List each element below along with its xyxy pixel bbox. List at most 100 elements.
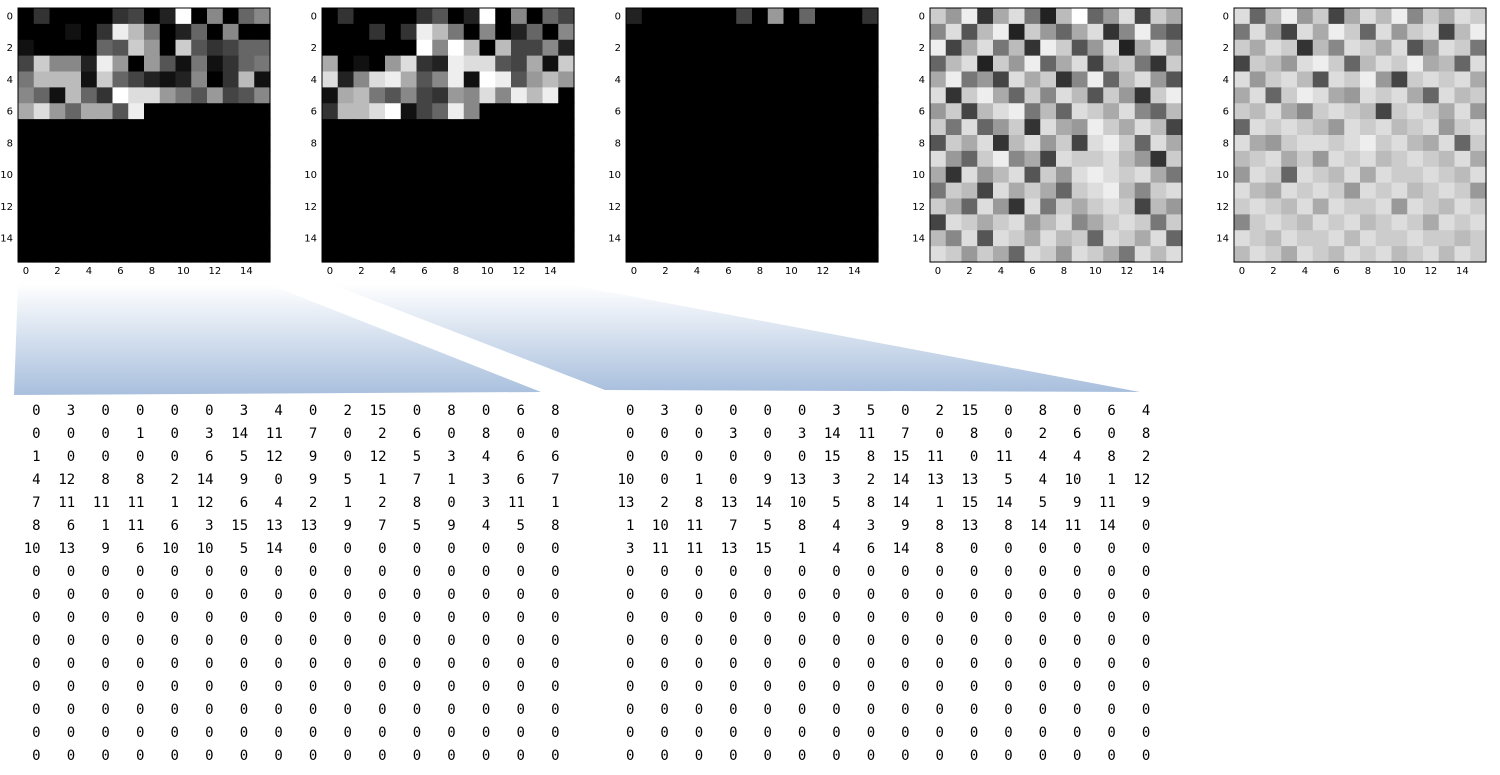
heatmap-cell xyxy=(767,230,785,247)
heatmap-cell xyxy=(767,23,785,41)
heatmap-cell xyxy=(799,166,816,184)
matrix-cell: 0 xyxy=(516,633,525,649)
heatmap-cell xyxy=(49,230,66,247)
matrix-cell: 0 xyxy=(343,426,352,442)
heatmap-cell xyxy=(463,135,481,152)
heatmap-cell xyxy=(207,119,224,136)
matrix-cell: 0 xyxy=(1004,403,1013,419)
heatmap-cell xyxy=(385,87,402,104)
heatmap-cell xyxy=(1297,23,1314,41)
heatmap-cell xyxy=(81,87,98,104)
heatmap-cell xyxy=(1375,182,1393,200)
matrix-cell: 0 xyxy=(969,725,979,741)
matrix-cell: 10 xyxy=(1064,472,1082,488)
heatmap-cell xyxy=(1166,55,1183,73)
heatmap-cell xyxy=(495,166,512,184)
heatmap-cell xyxy=(1040,103,1057,120)
heatmap-cell xyxy=(1312,119,1330,136)
heatmap-cell xyxy=(783,55,800,73)
heatmap-cell xyxy=(1454,230,1471,247)
heatmap-cell xyxy=(1087,103,1104,120)
heatmap-cell xyxy=(337,23,355,41)
matrix-cell: 0 xyxy=(1004,748,1013,764)
heatmap-cell xyxy=(1119,23,1136,41)
heatmap-cell xyxy=(1103,166,1120,184)
x-tick-label: 0 xyxy=(23,266,29,277)
heatmap-cell xyxy=(961,230,978,247)
heatmap-cell xyxy=(704,119,722,136)
heatmap-cell xyxy=(479,8,496,25)
matrix-cell: 0 xyxy=(412,587,422,603)
matrix-cell: 0 xyxy=(832,656,841,672)
heatmap-cell xyxy=(448,39,465,57)
heatmap-cell xyxy=(767,214,785,231)
heatmap-cell xyxy=(1087,23,1104,41)
heatmap-cell xyxy=(222,71,240,88)
matrix-row: 3 11 11 13 15 1 4 6 14 8 0 0 0 0 0 0 xyxy=(600,538,1150,561)
heatmap-cell xyxy=(1375,230,1393,247)
matrix-cell: 0 xyxy=(135,564,145,580)
heatmap-cell xyxy=(977,71,994,88)
heatmap-cell xyxy=(783,214,800,231)
matrix-cell: 0 xyxy=(66,587,76,603)
heatmap-cell xyxy=(1040,230,1057,247)
matrix-cell: 8 xyxy=(694,495,704,511)
matrix-cell: 10 xyxy=(651,518,669,534)
heatmap-cell xyxy=(1328,23,1345,41)
matrix-cell: 0 xyxy=(308,403,318,419)
matrix-cell: 0 xyxy=(308,610,318,626)
heatmap-cell xyxy=(704,103,722,120)
matrix-cell: 2 xyxy=(660,495,669,511)
matrix-cell: 5 xyxy=(1004,472,1013,488)
heatmap-cell xyxy=(1008,87,1026,104)
heatmap-cell xyxy=(222,87,240,104)
matrix-cell: 0 xyxy=(516,541,525,557)
matrix-cell: 0 xyxy=(170,587,179,603)
heatmap-cell xyxy=(400,55,418,73)
heatmap-cell xyxy=(337,230,355,247)
heatmap-cell xyxy=(689,71,706,88)
matrix-cell: 0 xyxy=(729,472,738,488)
heatmap-cell xyxy=(495,39,512,57)
heatmap-cell xyxy=(815,150,832,168)
matrix-cell: 0 xyxy=(516,564,525,580)
heatmap-cell xyxy=(961,246,978,263)
heatmap-cell xyxy=(945,87,963,104)
matrix-cell: 0 xyxy=(447,656,456,672)
heatmap-cell xyxy=(862,246,879,263)
y-tick-label: 6 xyxy=(919,107,925,118)
heatmap-cell xyxy=(993,230,1010,247)
matrix-cell: 0 xyxy=(274,587,283,603)
matrix-cell: 11 xyxy=(265,426,283,442)
matrix-cell: 0 xyxy=(1038,633,1048,649)
heatmap-cell xyxy=(783,39,800,57)
heatmap-cell xyxy=(322,246,339,263)
heatmap-cell xyxy=(558,55,575,73)
heatmap-cell xyxy=(49,119,66,136)
matrix-cell: 0 xyxy=(763,426,772,442)
heatmap-cell xyxy=(511,166,528,184)
heatmap-cell xyxy=(1024,103,1041,120)
matrix-cell: 14 xyxy=(265,541,283,557)
heatmap-cell xyxy=(783,71,800,88)
matrix-cell: 0 xyxy=(1073,702,1082,718)
matrix-cell: 11 xyxy=(651,541,669,557)
heatmap-cell xyxy=(736,166,753,184)
matrix-cell: 5 xyxy=(763,518,772,534)
heatmap-cell xyxy=(1423,198,1440,215)
matrix-cell: 0 xyxy=(66,679,76,695)
y-tick-label: 10 xyxy=(304,170,317,181)
heatmap-cell xyxy=(1344,23,1361,41)
heatmap-cell xyxy=(930,198,947,215)
heatmap-cell xyxy=(673,55,690,73)
heatmap-cell xyxy=(641,214,659,231)
matrix-cell: 0 xyxy=(343,633,352,649)
y-tick-label: 4 xyxy=(1223,75,1229,86)
matrix-cell: 0 xyxy=(694,656,704,672)
heatmap-cell xyxy=(799,198,816,215)
heatmap-cell xyxy=(337,87,355,104)
heatmap-cell xyxy=(1040,8,1057,25)
heatmap-cell xyxy=(144,166,161,184)
heatmap-cell xyxy=(815,39,832,57)
heatmap-cell xyxy=(1312,23,1330,41)
